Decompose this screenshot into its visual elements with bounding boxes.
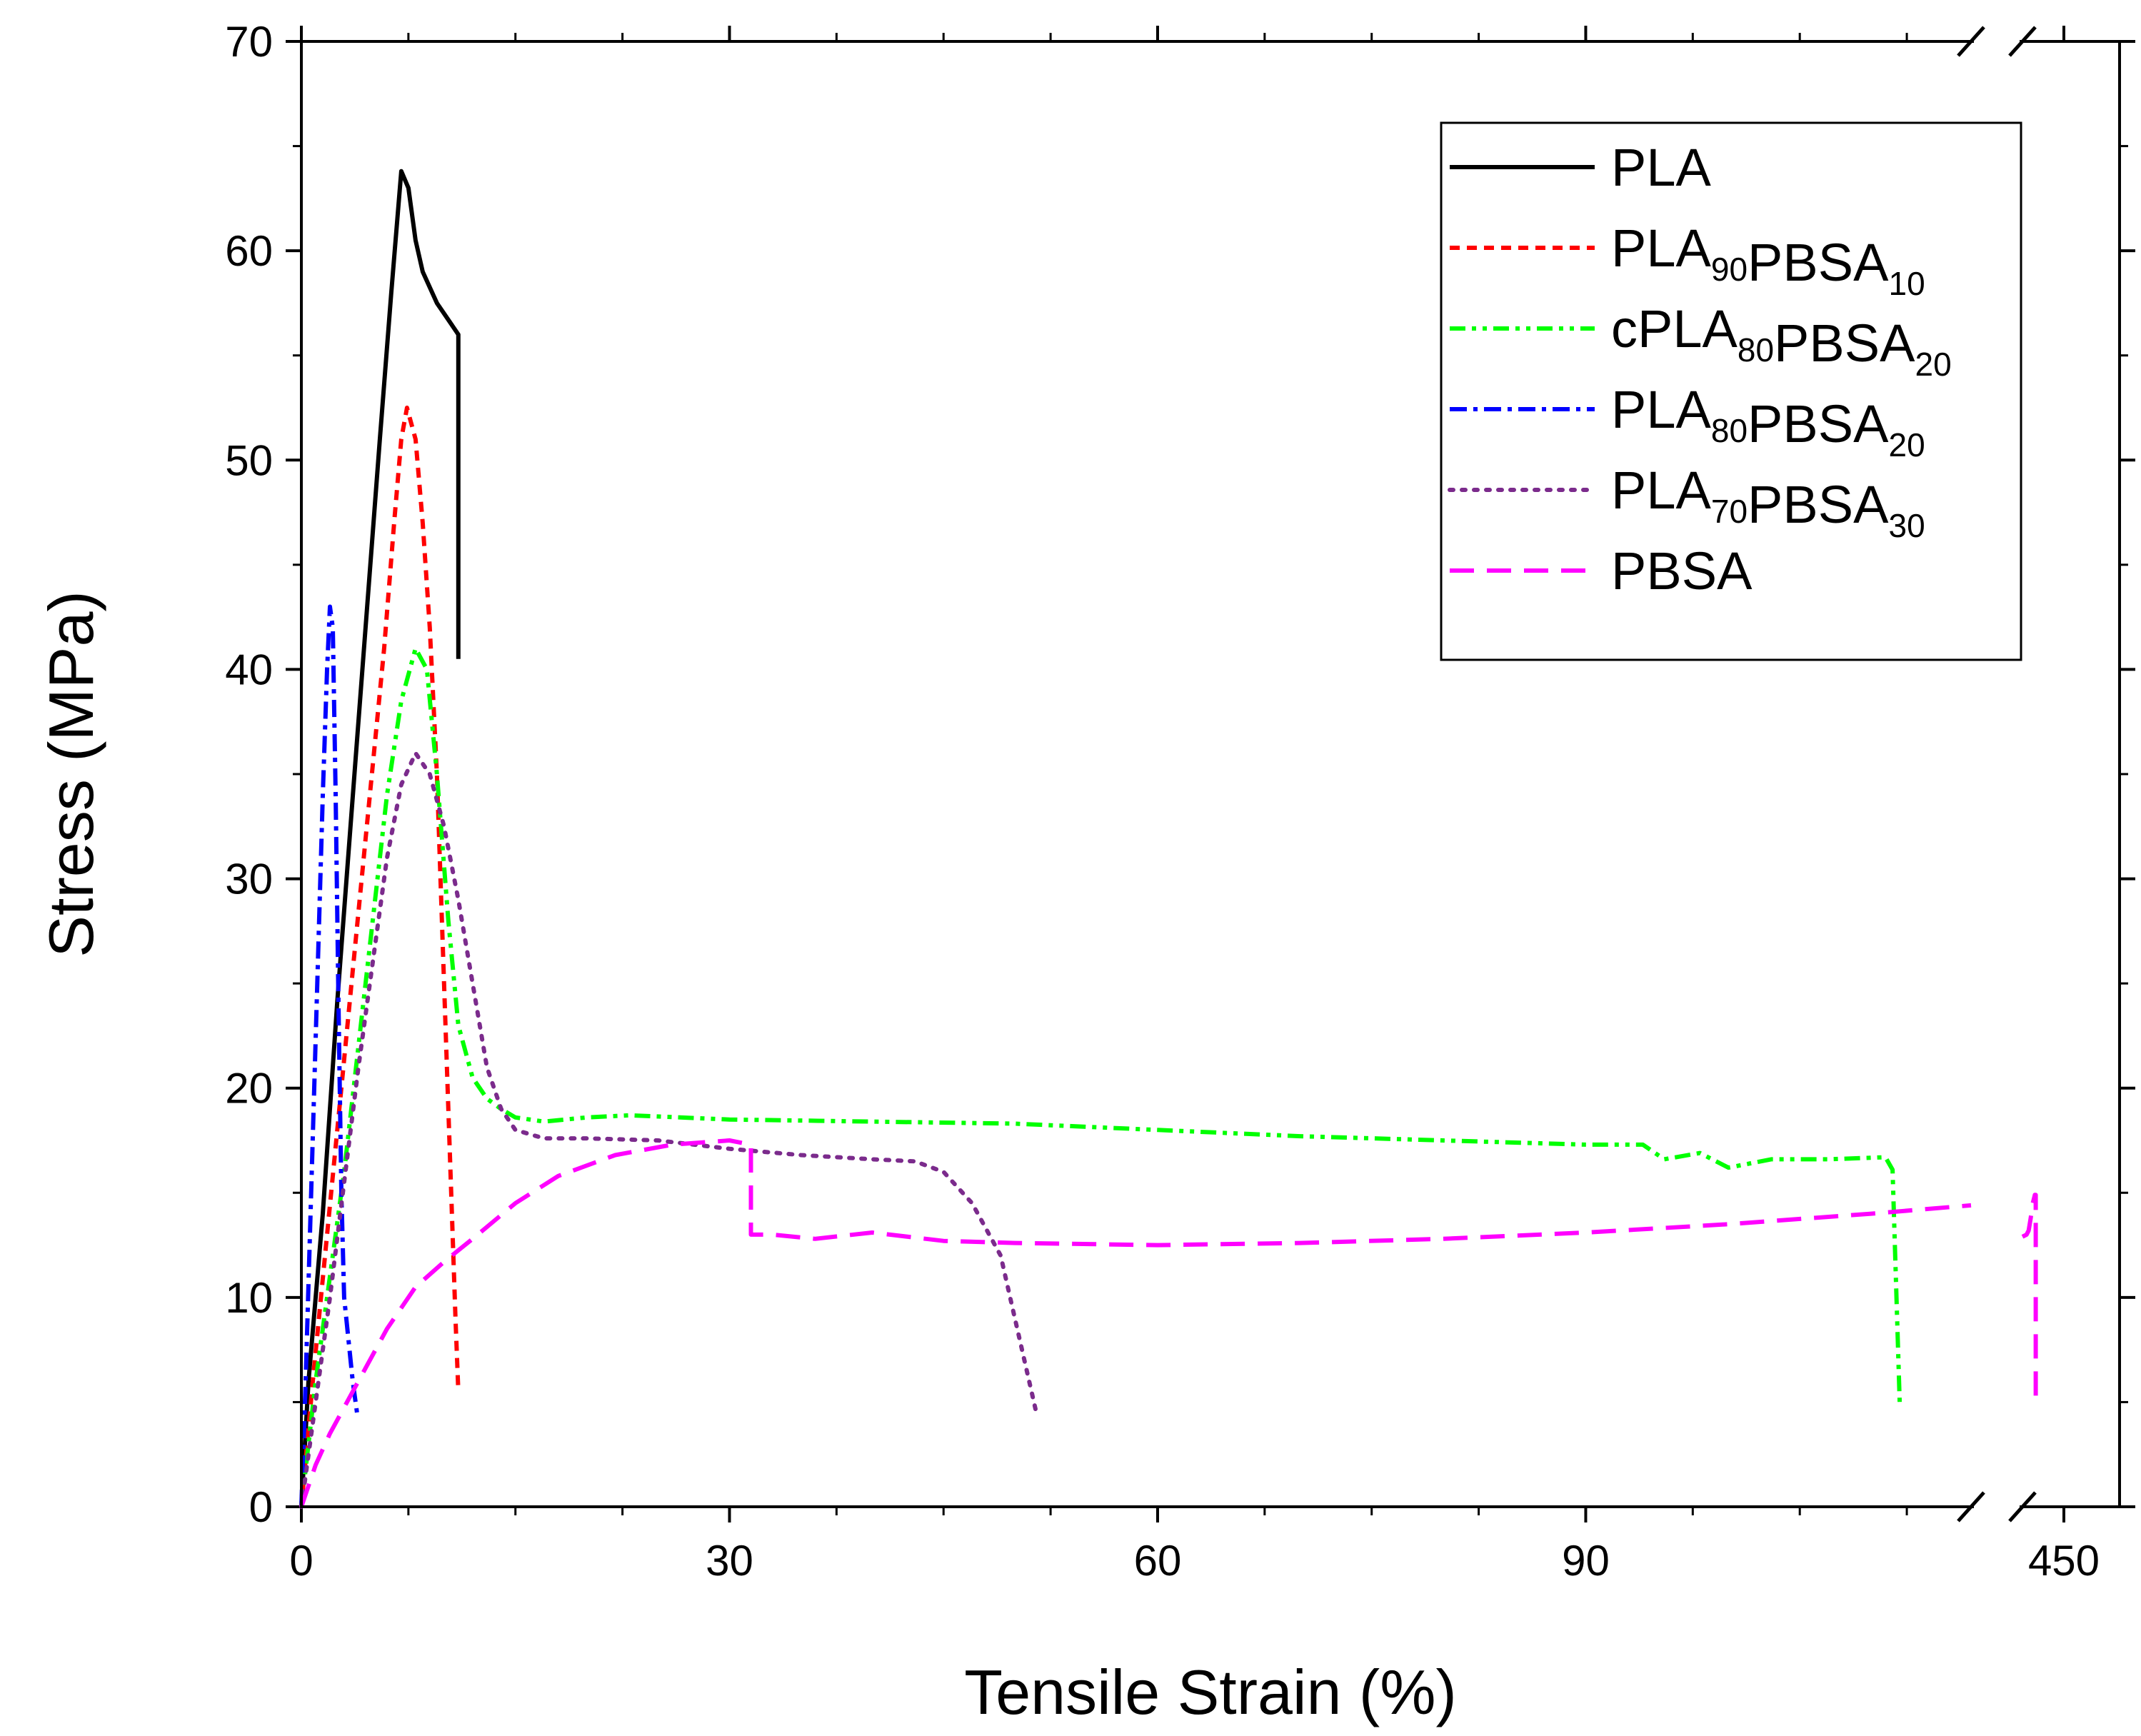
legend-label-PLA70PBSA30: PLA70PBSA30: [1611, 461, 1925, 544]
x-tick-label: 450: [2028, 1537, 2100, 1585]
y-tick-label: 0: [249, 1483, 273, 1531]
series-PLA90PBSA10: [299, 406, 461, 1507]
x-tick-label: 60: [1134, 1537, 1182, 1585]
legend-label-subscript: 10: [1888, 265, 1925, 302]
legend: PLAPLA90PBSA10cPLA80PBSA20PLA80PBSA20PLA…: [1440, 121, 2022, 661]
series-line-PLA: [299, 169, 461, 1507]
legend-label-subscript: 90: [1711, 251, 1748, 288]
series-line-cPLA80PBSA20: [299, 646, 1902, 1507]
legend-label-part: PBSA: [1611, 541, 1753, 601]
tick-label-layer: 0 10 20 30 40 50 60 70 0 30 60 90 450: [225, 18, 2100, 1585]
axis-break-slash: [2008, 1491, 2037, 1522]
legend-label-PBSA: PBSA: [1611, 541, 1753, 601]
x-axis-title: Tensile Strain (%): [964, 1657, 1457, 1727]
legend-label-part: PLA: [1611, 461, 1712, 520]
legend-label-PLA90PBSA10: PLA90PBSA10: [1611, 219, 1925, 302]
series-layer: [299, 169, 2038, 1509]
legend-label-subscript: 20: [1915, 346, 1951, 383]
series-line-PLA80PBSA20: [299, 604, 359, 1507]
series-line-PBSA-tail: [2021, 1193, 2038, 1403]
y-tick-label: 10: [225, 1274, 273, 1322]
series-PLA: [299, 169, 461, 1507]
legend-label-part: PBSA: [1748, 475, 1889, 534]
legend-label-part: PBSA: [1748, 394, 1889, 453]
y-tick-label: 70: [225, 18, 273, 66]
x-tick-label: 30: [706, 1537, 753, 1585]
series-line-PLA90PBSA10: [299, 406, 461, 1507]
plot-frame: [300, 40, 2121, 1508]
series-line-PBSA: [299, 1138, 1972, 1507]
y-tick-label: 50: [225, 436, 273, 484]
legend-label-PLA: PLA: [1611, 138, 1712, 197]
y-tick-label: 30: [225, 856, 273, 903]
legend-label-part: PBSA: [1774, 313, 1915, 373]
legend-label-subscript: 70: [1711, 493, 1748, 530]
legend-label-part: PBSA: [1748, 233, 1889, 292]
series-line-PLA70PBSA30: [299, 751, 1039, 1509]
series-cPLA80PBSA20: [299, 646, 1902, 1507]
series-PLA80PBSA20: [299, 604, 359, 1507]
y-axis-title: Stress (MPa): [36, 591, 106, 957]
axis-break-slash: [1957, 1491, 1985, 1522]
y-tick-label: 40: [225, 646, 273, 693]
legend-label-cPLA80PBSA20: cPLA80PBSA20: [1611, 299, 1952, 383]
y-tick-label: 60: [225, 227, 273, 275]
axis-break-gap: [1974, 37, 2020, 46]
x-tick-label: 90: [1562, 1537, 1610, 1585]
legend-label-subscript: 80: [1711, 412, 1748, 449]
axis-break-slash: [1957, 26, 1985, 57]
legend-label-subscript: 80: [1738, 331, 1774, 368]
x-tick-label: 0: [289, 1537, 313, 1585]
axis-break-slash: [2008, 26, 2037, 57]
legend-label-part: cPLA: [1611, 299, 1738, 358]
series-PBSA: [299, 1138, 2038, 1507]
legend-label-PLA80PBSA20: PLA80PBSA20: [1611, 380, 1925, 463]
legend-label-subscript: 30: [1888, 507, 1925, 544]
legend-label-part: PLA: [1611, 138, 1712, 197]
legend-label-part: PLA: [1611, 380, 1712, 439]
axis-break-marks: [1957, 26, 2037, 1522]
legend-label-subscript: 20: [1888, 426, 1925, 463]
axis-break-gap: [1974, 1502, 2020, 1511]
series-PLA70PBSA30: [299, 751, 1039, 1509]
y-tick-label: 20: [225, 1065, 273, 1113]
legend-label-part: PLA: [1611, 219, 1712, 278]
